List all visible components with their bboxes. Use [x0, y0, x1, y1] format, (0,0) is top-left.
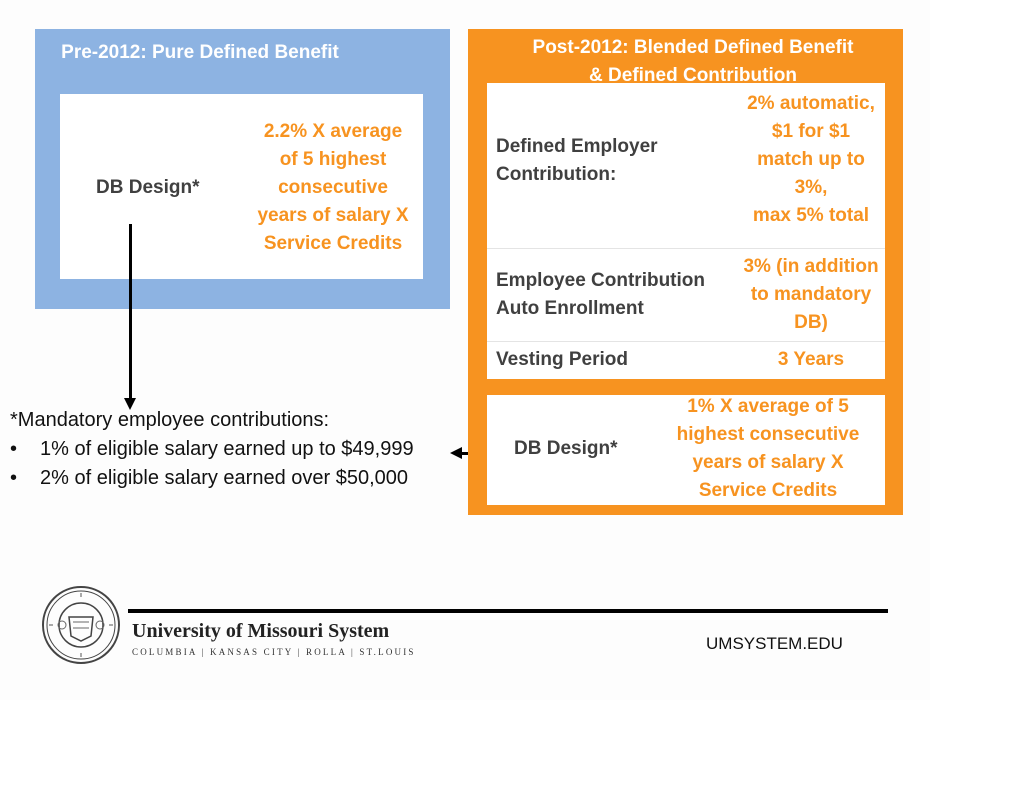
row-divider	[487, 248, 885, 249]
pre-2012-db-formula: 2.2% X average of 5 highest consecutive …	[257, 121, 409, 254]
down-arrow-icon	[124, 398, 136, 410]
bullet-icon: •	[10, 467, 18, 489]
university-name: University of Missouri System	[132, 620, 390, 642]
vesting-period-value: 3 Years	[777, 349, 845, 370]
pre-2012-db-design-label: DB Design*	[96, 177, 200, 198]
vesting-period-label: Vesting Period	[496, 349, 628, 370]
employee-contribution-label: Employee Contribution Auto Enrollment	[496, 270, 705, 319]
list-item: • 2% of eligible salary earned over $50,0…	[10, 464, 414, 493]
note-heading: *Mandatory employee contributions:	[10, 409, 330, 431]
post-2012-db-box	[487, 395, 885, 505]
post-2012-db-formula: 1% X average of 5 highest consecutive ye…	[676, 396, 860, 501]
bullet-icon: •	[10, 438, 18, 460]
university-campuses: COLUMBIA | KANSAS CITY | ROLLA | ST.LOUI…	[132, 647, 416, 657]
website-link[interactable]: UMSYSTEM.EDU	[706, 634, 843, 653]
row-divider	[487, 341, 885, 342]
note-list: • 1% of eligible salary earned up to $49,…	[10, 435, 414, 493]
employee-contribution-value: 3% (in addition to mandatory DB)	[743, 256, 879, 333]
post-2012-table	[487, 83, 885, 379]
mandatory-contributions-note: *Mandatory employee contributions: • 1% o…	[10, 406, 414, 493]
employer-contribution-value: 2% automatic, $1 for $1 match up to 3%, …	[747, 93, 875, 226]
pre-2012-title: Pre-2012: Pure Defined Benefit	[61, 42, 339, 63]
list-item: • 1% of eligible salary earned up to $49,…	[10, 435, 414, 464]
left-arrow-icon	[450, 447, 462, 459]
post-2012-db-design-label: DB Design*	[514, 438, 618, 459]
footer-rule	[128, 609, 888, 613]
employer-contribution-label: Defined Employer Contribution:	[496, 136, 658, 185]
university-seal-icon	[42, 586, 120, 664]
pre-2012-inner-box	[60, 94, 423, 279]
post-2012-title: Post-2012: Blended Defined Benefit & Def…	[532, 37, 854, 86]
down-arrow-line	[129, 224, 132, 402]
